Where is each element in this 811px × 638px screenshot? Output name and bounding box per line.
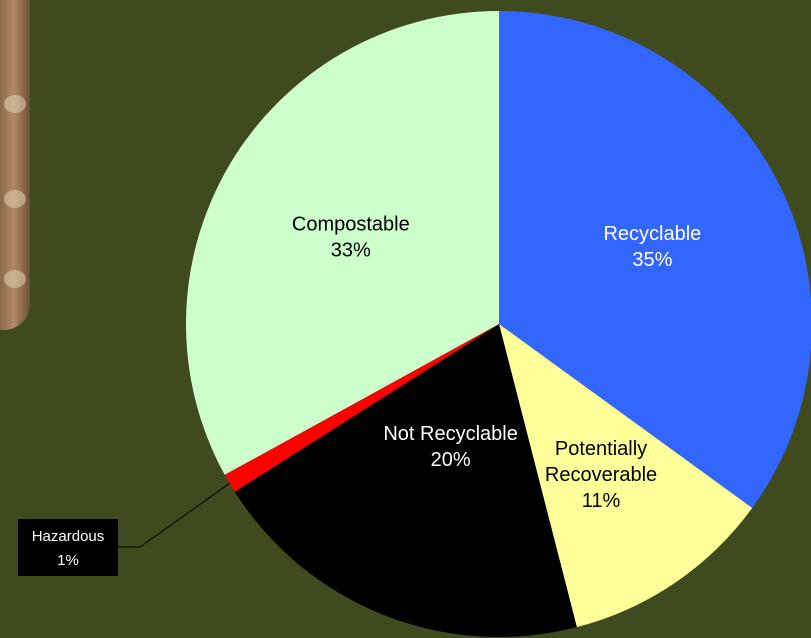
pie-slice bbox=[499, 324, 753, 628]
slice-value-label: 11% bbox=[582, 490, 621, 512]
callout-box bbox=[18, 519, 118, 576]
slice-value-label: 35% bbox=[632, 249, 672, 271]
slice-name-label: Potentially bbox=[555, 438, 647, 460]
slice-name-label: Recoverable bbox=[545, 464, 657, 486]
photo-detail bbox=[4, 190, 26, 208]
slice-value-label: 1% bbox=[57, 552, 79, 569]
slice-name-label: Not Recyclable bbox=[383, 423, 518, 445]
slice-value-label: 20% bbox=[431, 449, 471, 471]
slice-value-label: 33% bbox=[331, 239, 371, 261]
background-photo bbox=[0, 0, 30, 330]
pie-slice bbox=[234, 324, 577, 637]
pie-labels: Recyclable 35% Potentially Recoverable 11% No… bbox=[18, 213, 701, 576]
slice-name-label: Compostable bbox=[292, 213, 410, 235]
photo-detail bbox=[4, 95, 26, 113]
slice-name-label: Recyclable bbox=[603, 223, 701, 245]
pie-slice bbox=[185, 11, 499, 475]
pie-slice bbox=[224, 324, 499, 492]
callout-leader-line bbox=[118, 482, 230, 548]
pie-slice bbox=[499, 11, 811, 508]
pie-slices bbox=[185, 11, 811, 637]
photo-detail bbox=[4, 270, 26, 288]
slice-name-label: Hazardous bbox=[32, 528, 105, 545]
